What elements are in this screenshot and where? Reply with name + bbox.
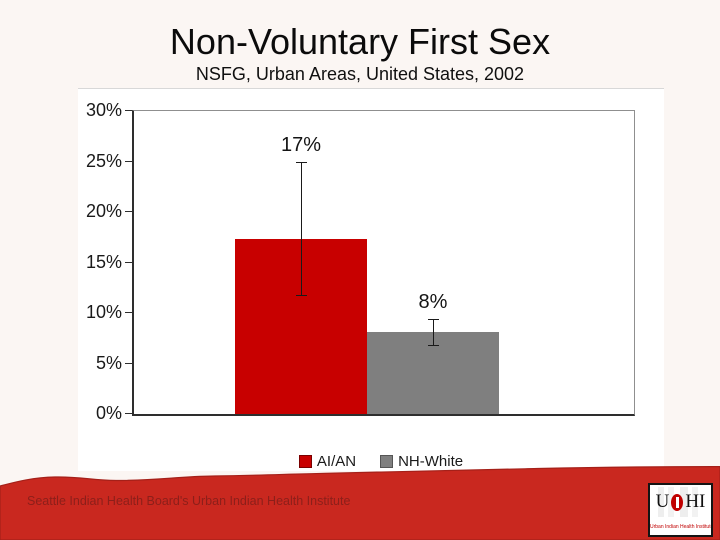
y-tick-mark	[125, 110, 132, 111]
y-tick-mark	[125, 160, 132, 162]
legend-item: NH-White	[380, 453, 463, 470]
error-bar-cap	[428, 319, 439, 321]
legend-swatch-icon	[380, 455, 394, 468]
chart-object: 17% 8% 30% 25% 20% 15% 10% 5% 0% AI/AN NH-White	[78, 88, 664, 471]
legend-label: AI/AN	[316, 453, 357, 470]
y-tick-label: 0%	[95, 403, 122, 423]
y-tick-mark	[125, 261, 132, 263]
error-bar-line	[433, 319, 434, 346]
logo-oval-bar	[675, 496, 679, 508]
footer-wave-banner	[0, 465, 720, 540]
slide-title: Non-Voluntary First Sex	[169, 21, 551, 62]
logo-letters-hi: HI	[685, 491, 706, 512]
y-tick-mark	[125, 362, 132, 364]
wave-shape	[0, 465, 720, 540]
chart-legend: AI/AN NH-White	[88, 453, 674, 470]
logo-letters: U HI	[650, 491, 711, 513]
legend-item: AI/AN	[298, 453, 357, 470]
bar-value-label: 8%	[418, 291, 448, 314]
error-bar-line	[301, 161, 302, 295]
slide-subtitle: NSFG, Urban Areas, United States, 2002	[195, 64, 525, 84]
legend-swatch-icon	[298, 455, 312, 468]
plot-area: 17% 8%	[132, 110, 635, 416]
y-tick-label: 5%	[95, 352, 122, 373]
y-tick-label: 15%	[85, 251, 122, 272]
error-bar-cap	[428, 345, 439, 347]
uihi-logo: U HI Urban Indian Health Institute	[648, 483, 713, 537]
y-tick-label: 25%	[85, 150, 122, 171]
error-bar-cap	[296, 294, 307, 296]
y-tick-label: 30%	[85, 100, 122, 120]
error-bar-cap	[296, 161, 307, 163]
logo-letter-u: U	[655, 491, 670, 512]
bar-value-label: 17%	[280, 133, 322, 156]
y-tick-label: 10%	[85, 302, 122, 322]
y-tick-mark	[125, 211, 132, 212]
y-tick-mark	[125, 312, 132, 313]
attribution-text: Seattle Indian Health Board's Urban Indi…	[27, 494, 351, 508]
y-tick-label: 20%	[85, 201, 122, 221]
logo-red-oval-icon	[671, 493, 684, 511]
y-tick-mark	[125, 413, 132, 414]
legend-label: NH-White	[398, 453, 464, 470]
logo-tagline: Urban Indian Health Institute	[650, 524, 713, 530]
